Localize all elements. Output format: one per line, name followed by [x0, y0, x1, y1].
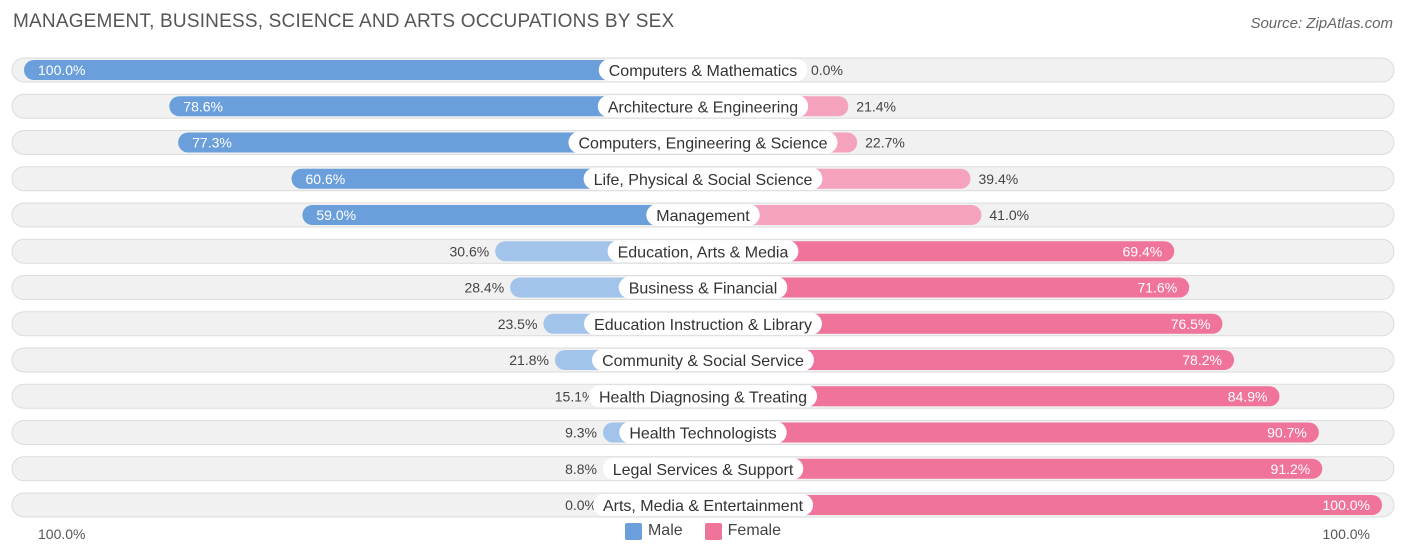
legend-item-female[interactable]: Female: [704, 522, 782, 540]
data-label-male: 100.0%: [38, 62, 85, 78]
bar-male: [24, 60, 703, 80]
category-label: Architecture & Engineering: [608, 99, 798, 116]
category-label: Life, Physical & Social Science: [594, 172, 813, 189]
data-label-male: 77.3%: [192, 135, 232, 151]
data-label-female: 39.4%: [979, 171, 1019, 187]
bar-female: [703, 205, 982, 225]
category-label: Education Instruction & Library: [594, 317, 812, 334]
data-label-female: 90.7%: [1267, 425, 1307, 441]
legend-swatch-male: [624, 522, 642, 540]
source-label: Source: ZipAtlas.com: [1250, 15, 1393, 32]
data-label-male: 21.8%: [509, 352, 549, 368]
bar-female: [703, 241, 1175, 262]
category-label: Business & Financial: [629, 281, 778, 298]
category-label: Education, Arts & Media: [618, 244, 789, 261]
data-label-male: 28.4%: [464, 280, 504, 296]
category-pill: [592, 349, 814, 371]
data-label-female: 41.0%: [989, 207, 1029, 223]
category-pill: [584, 312, 822, 335]
bar-female: [703, 313, 1223, 334]
category-label: Arts, Media & Entertainment: [603, 498, 804, 515]
data-label-male: 60.6%: [306, 171, 346, 187]
data-label-female: 0.0%: [811, 62, 843, 78]
data-label-female: 100.0%: [1323, 497, 1370, 513]
category-pill: [592, 494, 814, 516]
data-label-male: 30.6%: [450, 243, 490, 259]
data-label-male: 8.8%: [565, 461, 597, 477]
category-label: Legal Services & Support: [613, 462, 794, 479]
chart-title: MANAGEMENT, BUSINESS, SCIENCE AND ARTS O…: [13, 11, 675, 32]
data-label-male: 9.3%: [565, 425, 597, 441]
category-pill: [618, 276, 788, 299]
axis-right-label: 100.0%: [1322, 526, 1370, 542]
bar-female: [703, 350, 1234, 370]
data-label-female: 71.6%: [1137, 280, 1177, 296]
category-label: Health Technologists: [629, 426, 776, 443]
bar-female: [703, 422, 1319, 443]
category-pill: [646, 204, 760, 226]
category-pill: [602, 457, 804, 480]
bar-female: [703, 277, 1190, 298]
data-label-male: 59.0%: [316, 207, 356, 223]
data-label-male: 15.1%: [555, 388, 595, 404]
category-label: Computers, Engineering & Science: [578, 136, 827, 153]
bar-male: [169, 96, 703, 117]
category-pill: [588, 385, 818, 408]
category-label: Computers & Mathematics: [609, 63, 798, 80]
data-label-female: 22.7%: [865, 135, 905, 151]
legend-swatch-female: [704, 522, 722, 540]
bar-male: [302, 205, 703, 225]
legend: Male Female: [0, 522, 1406, 540]
bar-female: [703, 386, 1280, 407]
axis-left-label: 100.0%: [38, 526, 86, 542]
data-label-female: 69.4%: [1123, 243, 1163, 259]
data-label-female: 84.9%: [1228, 388, 1268, 404]
data-label-female: 78.2%: [1182, 352, 1222, 368]
category-pill: [619, 421, 787, 444]
category-pill: [583, 167, 823, 190]
data-label-female: 76.5%: [1171, 316, 1211, 332]
data-label-female: 21.4%: [856, 98, 896, 114]
legend-label-male: Male: [647, 522, 683, 539]
category-label: Management: [656, 208, 750, 225]
category-pill: [607, 240, 799, 263]
data-label-male: 23.5%: [498, 316, 538, 332]
legend-label-female: Female: [727, 522, 782, 539]
bar-female: [703, 495, 1382, 515]
category-pill: [568, 131, 838, 154]
category-label: Community & Social Service: [602, 353, 804, 370]
bar-female: [703, 458, 1323, 479]
category-label: Health Diagnosing & Treating: [599, 389, 807, 406]
category-pill: [598, 59, 808, 81]
category-pill: [597, 95, 809, 118]
data-label-male: 78.6%: [183, 98, 223, 114]
data-label-female: 91.2%: [1271, 461, 1311, 477]
legend-item-male[interactable]: Male: [624, 522, 683, 540]
data-label-male: 0.0%: [565, 497, 597, 513]
